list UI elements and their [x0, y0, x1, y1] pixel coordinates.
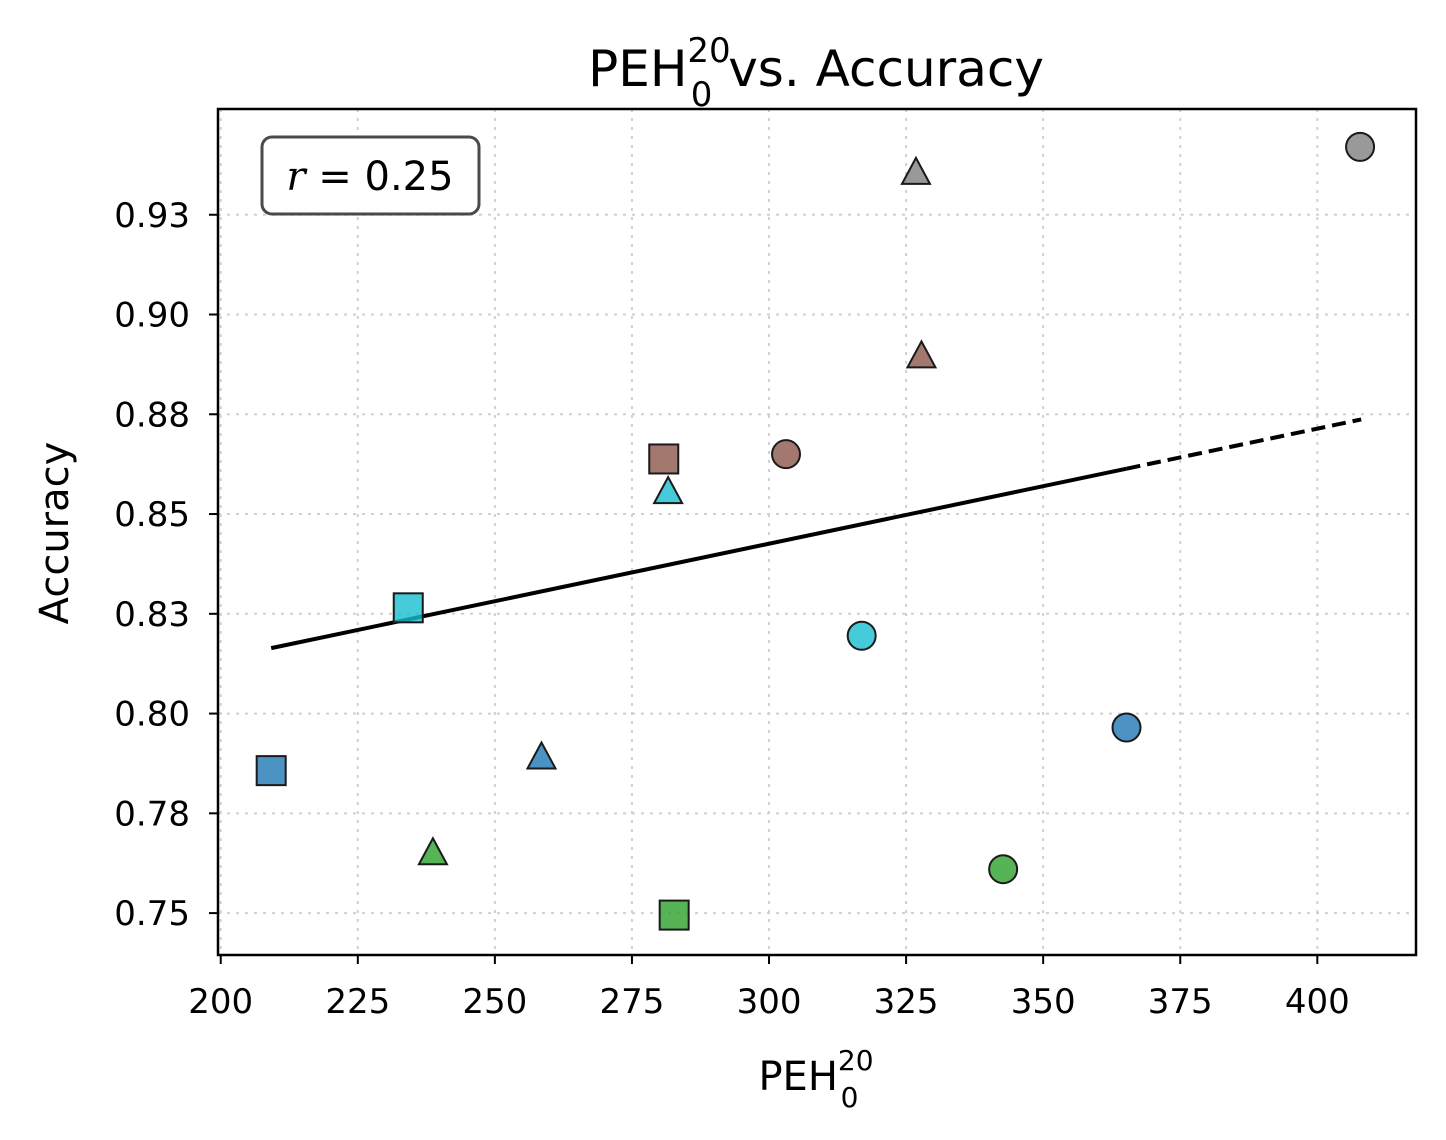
y-tick-label: 0.85	[114, 495, 190, 535]
data-point-triangle	[652, 474, 684, 505]
correlation-annotation: r = 0.25	[260, 135, 481, 216]
x-tick-label: 375	[1148, 982, 1213, 1022]
data-point-triangle	[900, 155, 932, 185]
data-point-square	[255, 755, 287, 787]
x-tick-label: 300	[737, 982, 802, 1022]
y-tick-label: 0.93	[114, 196, 190, 236]
chart-title: PEH20 0 vs. Accuracy	[588, 31, 1044, 115]
data-point-triangle	[525, 740, 558, 770]
x-tick-label: 400	[1285, 982, 1350, 1022]
data-point-square	[658, 899, 690, 931]
y-tick-label: 0.88	[114, 395, 190, 435]
data-point-circle	[1111, 712, 1142, 743]
annotation-value: 0.25	[365, 154, 454, 200]
annotation-equals: =	[306, 154, 365, 200]
data-point-square	[392, 592, 424, 624]
x-tick-label: 250	[462, 982, 527, 1022]
trend-line-dashed	[1126, 417, 1362, 471]
data-point-circle	[1345, 131, 1376, 162]
y-tick-label: 0.78	[114, 794, 190, 834]
x-tick-label: 225	[325, 982, 390, 1022]
x-tick-label: 350	[1011, 982, 1076, 1022]
x-tick-label: 275	[600, 982, 665, 1022]
data-point-triangle	[417, 836, 449, 866]
data-point-circle	[771, 439, 802, 470]
y-tick-label: 0.83	[114, 595, 190, 635]
data-point-square	[648, 443, 680, 475]
svg-text:r = 0.25: r = 0.25	[286, 154, 453, 200]
x-axis-label: PEH20 0	[758, 1044, 873, 1114]
axes-frame	[216, 107, 1418, 957]
data-point-triangle	[905, 339, 938, 369]
x-tick-label: 325	[874, 982, 939, 1022]
y-tick-label: 0.90	[114, 296, 190, 336]
y-tick-label: 0.80	[114, 695, 190, 735]
data-point-circle	[988, 854, 1019, 885]
annotation-variable: r	[286, 154, 308, 200]
y-tick-label: 0.75	[114, 894, 190, 934]
y-axis-label: Accuracy	[32, 442, 78, 625]
data-point-circle	[846, 620, 877, 651]
plot-area: 200 225 250 275 300 325 350 375 400 0.75 0.78 0.80 0…	[114, 107, 1418, 1022]
x-tick-label: 200	[188, 982, 253, 1022]
